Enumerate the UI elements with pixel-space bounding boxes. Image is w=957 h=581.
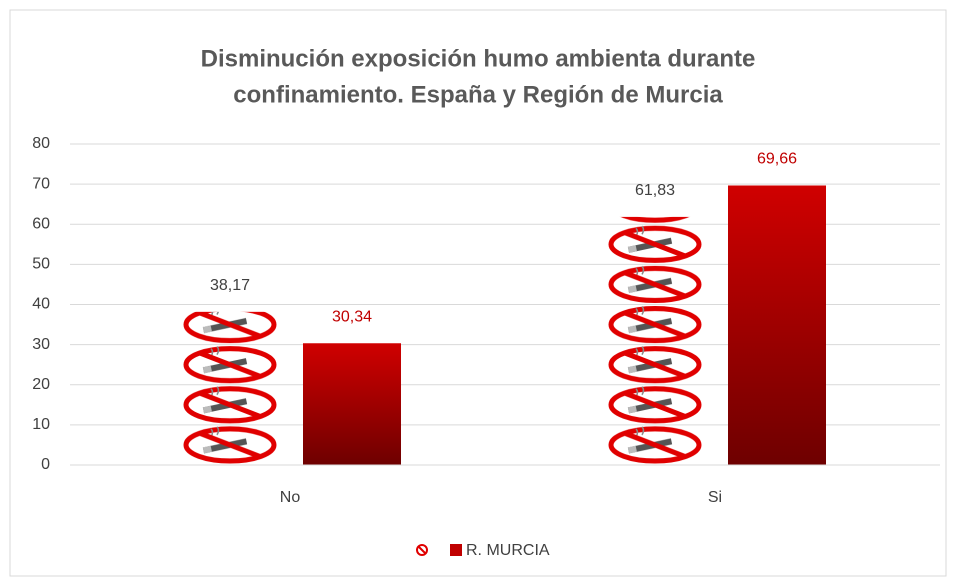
x-tick-label: No — [280, 489, 301, 506]
chart-title: Disminución exposición humo ambienta dur… — [201, 45, 756, 72]
y-tick-label: 0 — [41, 456, 50, 473]
y-tick-label: 10 — [32, 416, 50, 433]
y-tick-label: 40 — [32, 296, 50, 313]
y-tick-label: 50 — [32, 256, 50, 273]
data-label: 30,34 — [332, 308, 372, 325]
bar — [606, 216, 704, 465]
chart-title: confinamiento. España y Región de Murcia — [233, 81, 723, 108]
data-label: 61,83 — [635, 182, 675, 199]
bar — [303, 343, 401, 465]
legend-icon — [417, 545, 427, 555]
data-label: 38,17 — [210, 277, 250, 294]
data-label: 69,66 — [757, 151, 797, 168]
y-tick-label: 20 — [32, 376, 50, 393]
y-tick-label: 70 — [32, 175, 50, 192]
bar — [728, 185, 826, 465]
legend-label: R. MURCIA — [466, 542, 550, 559]
y-tick-label: 60 — [32, 215, 50, 232]
y-tick-label: 80 — [32, 135, 50, 152]
y-tick-label: 30 — [32, 336, 50, 353]
x-tick-label: Si — [708, 489, 722, 506]
legend-swatch — [450, 544, 462, 556]
bar — [181, 311, 279, 465]
